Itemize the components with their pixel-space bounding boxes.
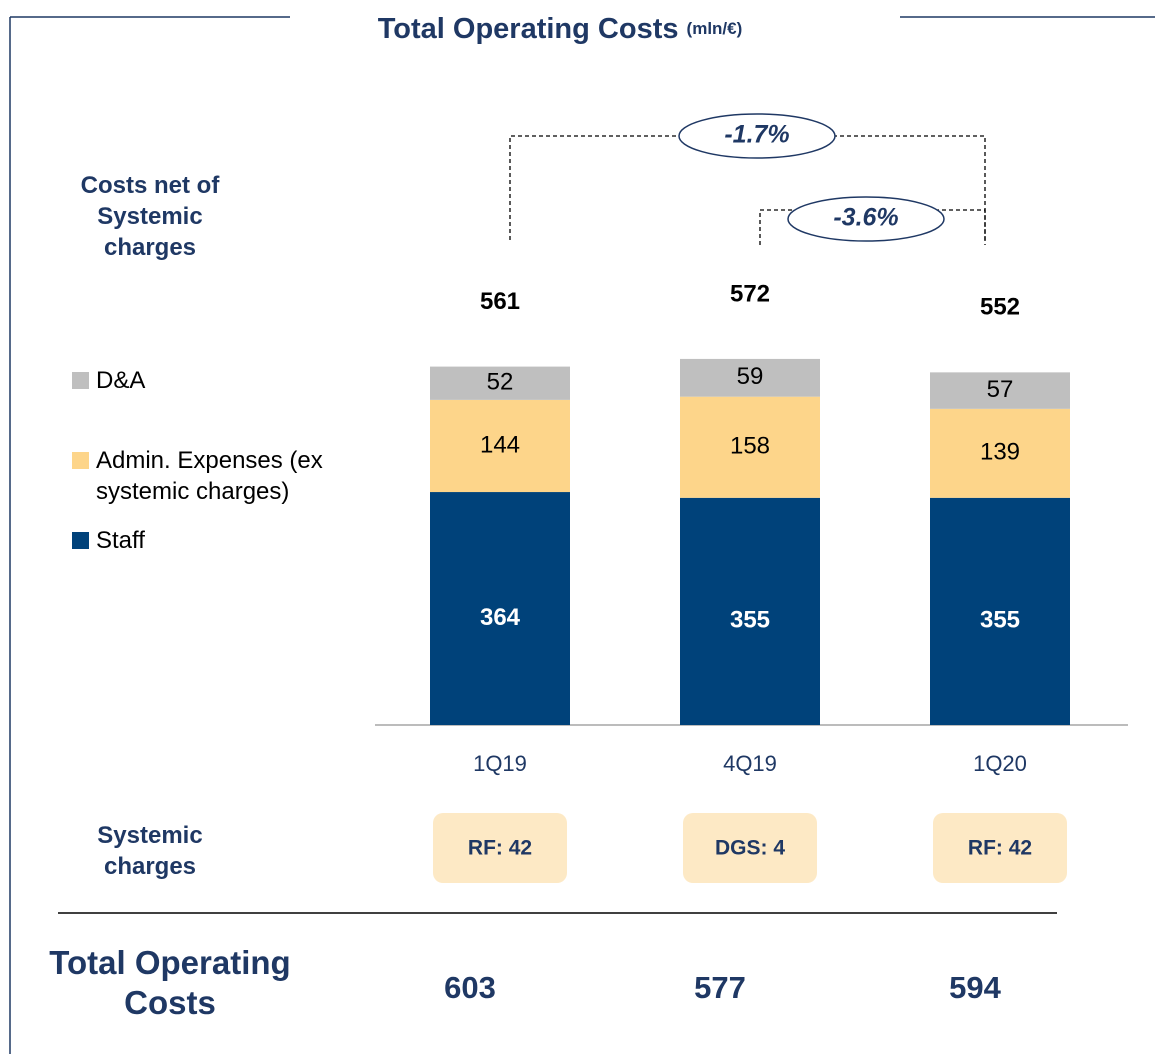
systemic-box xyxy=(433,813,567,883)
value-label: 364 xyxy=(480,604,521,631)
x-tick-label: 4Q19 xyxy=(723,751,777,776)
total-operating-value: 603 xyxy=(444,970,496,1005)
subtitle: (mln/€) xyxy=(687,19,743,38)
legend-label: Staff xyxy=(96,527,145,554)
bar-segment xyxy=(680,396,820,498)
title: Total Operating Costs xyxy=(378,13,679,45)
systemic-value: RF: 42 xyxy=(468,837,532,860)
total-operating-value: 594 xyxy=(949,970,1001,1005)
value-label: 355 xyxy=(980,607,1020,634)
total-label: 572 xyxy=(730,280,770,307)
value-label: 59 xyxy=(737,363,764,390)
legend-label: D&A xyxy=(96,367,146,394)
bracket xyxy=(509,135,986,240)
value-label: 144 xyxy=(480,431,520,458)
chart-title: Total Operating Costs (mln/€) xyxy=(378,13,743,45)
group-label: Costs net of Systemic charges xyxy=(80,172,220,262)
bar-segment xyxy=(430,399,570,493)
bar-segment xyxy=(930,497,1070,725)
value-label: 158 xyxy=(730,433,770,460)
systemic-value: DGS: 4 xyxy=(715,837,785,860)
x-tick-label: 1Q20 xyxy=(973,751,1027,776)
bar-segment xyxy=(680,358,820,397)
total-label: 552 xyxy=(980,294,1020,321)
legend-swatch xyxy=(72,532,89,549)
value-label: 355 xyxy=(730,607,770,634)
legend-swatch xyxy=(72,372,89,389)
systemic-value: RF: 42 xyxy=(968,837,1032,860)
systemic-box xyxy=(933,813,1067,883)
value-label: 52 xyxy=(487,369,514,396)
systemic-box xyxy=(683,813,817,883)
bar-segment xyxy=(430,492,570,725)
value-label: 139 xyxy=(980,439,1020,466)
annotation: -3.6% xyxy=(833,204,898,232)
total-label: 561 xyxy=(480,288,520,315)
bar-segment xyxy=(930,372,1070,409)
x-tick-label: 1Q19 xyxy=(473,751,527,776)
annotation-ellipse xyxy=(787,196,945,242)
value-label: 57 xyxy=(987,376,1014,403)
bar-segment xyxy=(430,366,570,400)
legend-swatch xyxy=(72,452,89,469)
systemic-label: Systemic charges xyxy=(97,822,203,881)
total-operating-value: 577 xyxy=(694,970,746,1005)
bar-segment xyxy=(680,497,820,725)
total-label: Total Operating Costs xyxy=(49,944,291,1021)
legend-label: Admin. Expenses (ex systemic charges) xyxy=(96,447,323,506)
bar-segment xyxy=(930,408,1070,498)
annotation-ellipse xyxy=(678,113,836,159)
annotation: -1.7% xyxy=(724,121,789,149)
